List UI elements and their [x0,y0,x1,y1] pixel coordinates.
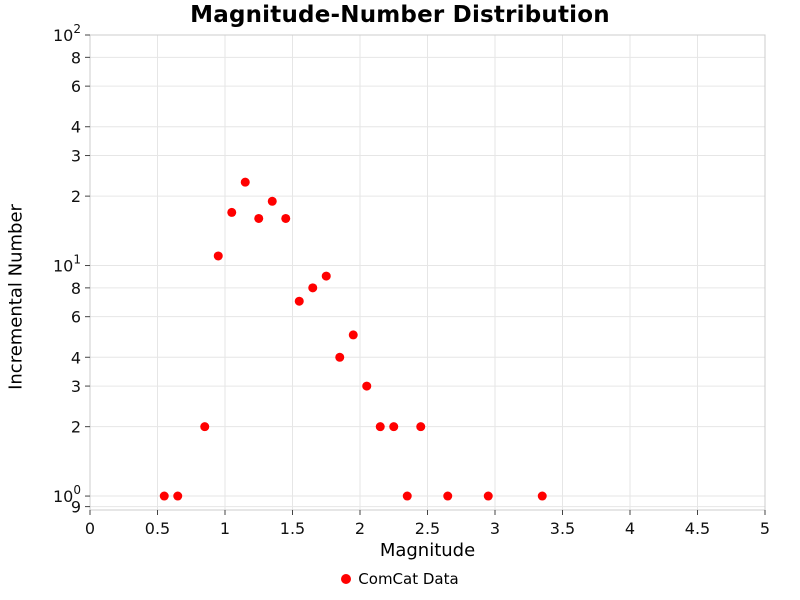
y-tick-label: 8 [71,279,81,298]
data-point [335,352,345,362]
y-tick-label: 101 [53,253,81,276]
data-point [348,330,358,340]
data-point [389,422,399,432]
data-point [483,491,493,501]
legend-marker-icon [341,574,352,584]
x-tick-label: 1 [220,519,230,538]
y-tick-label: 3 [71,377,81,396]
x-tick-label: 0 [85,519,95,538]
data-point [281,213,291,223]
x-tick-label: 3 [490,519,500,538]
data-point [308,283,318,293]
x-tick-label: 0.5 [145,519,170,538]
data-point [375,422,385,432]
y-tick-label: 2 [71,418,81,437]
x-axis-title: Magnitude [379,540,476,561]
x-tick-label: 1.5 [280,519,305,538]
data-point [254,213,264,223]
data-point [200,422,210,432]
legend: ComCat Data [0,570,800,588]
data-point [362,381,372,391]
data-point [294,296,304,306]
data-point [240,177,250,187]
data-point [416,422,426,432]
data-point [213,251,223,261]
data-point [267,196,277,206]
y-tick-label: 9 [71,498,81,517]
x-tick-label: 2 [355,519,365,538]
y-tick-label: 6 [71,308,81,327]
x-tick-label: 4 [625,519,635,538]
y-tick-label: 8 [71,48,81,67]
y-tick-label: 4 [71,348,81,367]
data-point [537,491,547,501]
data-point [227,207,237,217]
data-point [402,491,412,501]
y-axis-title: Incremental Number [5,204,27,390]
x-tick-label: 5 [760,519,770,538]
data-point [159,491,169,501]
data-point [173,491,183,501]
y-tick-label: 102 [53,22,81,45]
y-tick-label: 4 [71,118,81,137]
y-tick-label: 6 [71,77,81,96]
x-tick-label: 4.5 [685,519,710,538]
chart-title: Magnitude-Number Distribution [190,2,610,28]
data-point [321,271,331,281]
x-tick-label: 2.5 [415,519,440,538]
legend-label: ComCat Data [358,570,459,588]
x-tick-label: 3.5 [550,519,575,538]
data-point [443,491,453,501]
y-tick-label: 2 [71,187,81,206]
y-tick-label: 3 [71,147,81,166]
